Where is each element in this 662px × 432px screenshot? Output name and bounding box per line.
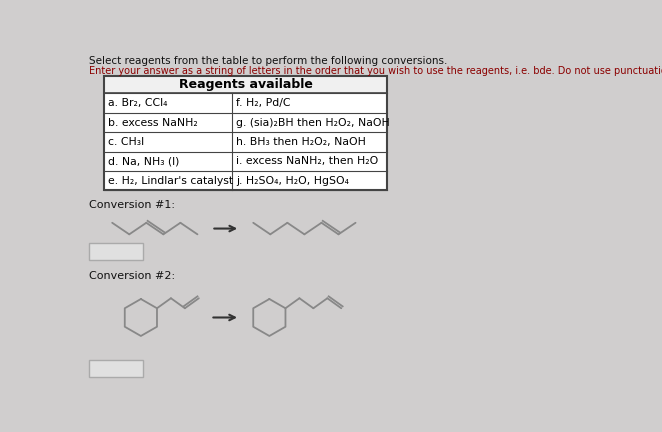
Text: Conversion #1:: Conversion #1: <box>89 200 175 210</box>
Bar <box>105 76 387 191</box>
Text: d. Na, NH₃ (l): d. Na, NH₃ (l) <box>109 156 179 166</box>
Text: Reagents available: Reagents available <box>179 79 313 92</box>
Bar <box>89 360 143 377</box>
Text: b. excess NaNH₂: b. excess NaNH₂ <box>109 118 198 127</box>
Text: f. H₂, Pd/C: f. H₂, Pd/C <box>236 98 291 108</box>
Bar <box>105 76 387 191</box>
Text: i. excess NaNH₂, then H₂O: i. excess NaNH₂, then H₂O <box>236 156 379 166</box>
Text: e. H₂, Lindlar's catalyst: e. H₂, Lindlar's catalyst <box>109 176 234 186</box>
Text: Enter your answer as a string of letters in the order that you wish to use the r: Enter your answer as a string of letters… <box>89 66 662 76</box>
Text: Select reagents from the table to perform the following conversions.: Select reagents from the table to perfor… <box>89 57 448 67</box>
Text: g. (sia)₂BH then H₂O₂, NaOH: g. (sia)₂BH then H₂O₂, NaOH <box>236 118 390 127</box>
Text: c. CH₃I: c. CH₃I <box>109 137 144 147</box>
Bar <box>89 243 143 260</box>
Text: j. H₂SO₄, H₂O, HgSO₄: j. H₂SO₄, H₂O, HgSO₄ <box>236 176 349 186</box>
Text: Conversion #2:: Conversion #2: <box>89 271 175 281</box>
Bar <box>105 76 387 93</box>
Text: a. Br₂, CCl₄: a. Br₂, CCl₄ <box>109 98 168 108</box>
Text: h. BH₃ then H₂O₂, NaOH: h. BH₃ then H₂O₂, NaOH <box>236 137 366 147</box>
